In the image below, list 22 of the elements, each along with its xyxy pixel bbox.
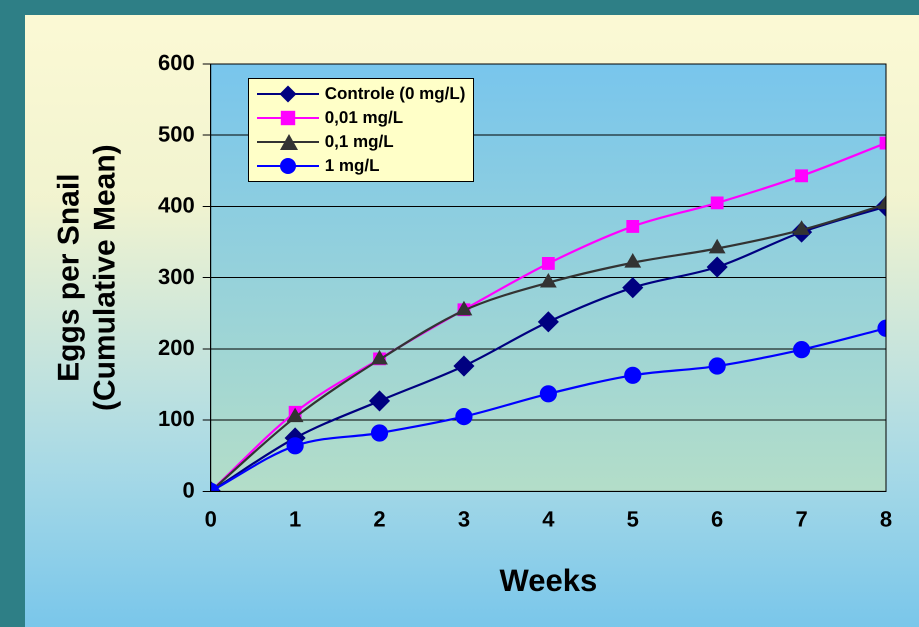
y-tick-label: 0 <box>182 477 195 502</box>
x-axis-title: Weeks <box>500 562 598 598</box>
legend-label: Controle (0 mg/L) <box>324 84 466 104</box>
x-tick-label: 8 <box>880 506 892 532</box>
x-tick-label: 7 <box>795 506 808 532</box>
y-tick-label: 600 <box>158 50 195 76</box>
x-tick-label: 3 <box>458 506 470 532</box>
y-tick-label: 500 <box>158 121 195 146</box>
y-tick-label: 400 <box>158 192 195 218</box>
legend-label: 1 mg/L <box>324 156 380 176</box>
y-axis-title: Eggs per Snail (Cumulative Mean) <box>52 144 122 412</box>
legend-label: 0,1 mg/L <box>324 132 394 152</box>
legend-label: 0,01 mg/L <box>324 108 404 128</box>
y-tick-label: 200 <box>158 334 195 360</box>
x-tick-label: 6 <box>711 506 724 532</box>
x-tick-label: 2 <box>373 506 386 532</box>
y-tick-label: 100 <box>158 406 195 432</box>
x-tick-label: 5 <box>626 506 639 532</box>
x-tick-label: 4 <box>542 506 556 532</box>
x-tick-label: 1 <box>288 506 302 532</box>
y-tick-label: 300 <box>158 264 195 289</box>
x-tick-label: 0 <box>204 506 217 532</box>
